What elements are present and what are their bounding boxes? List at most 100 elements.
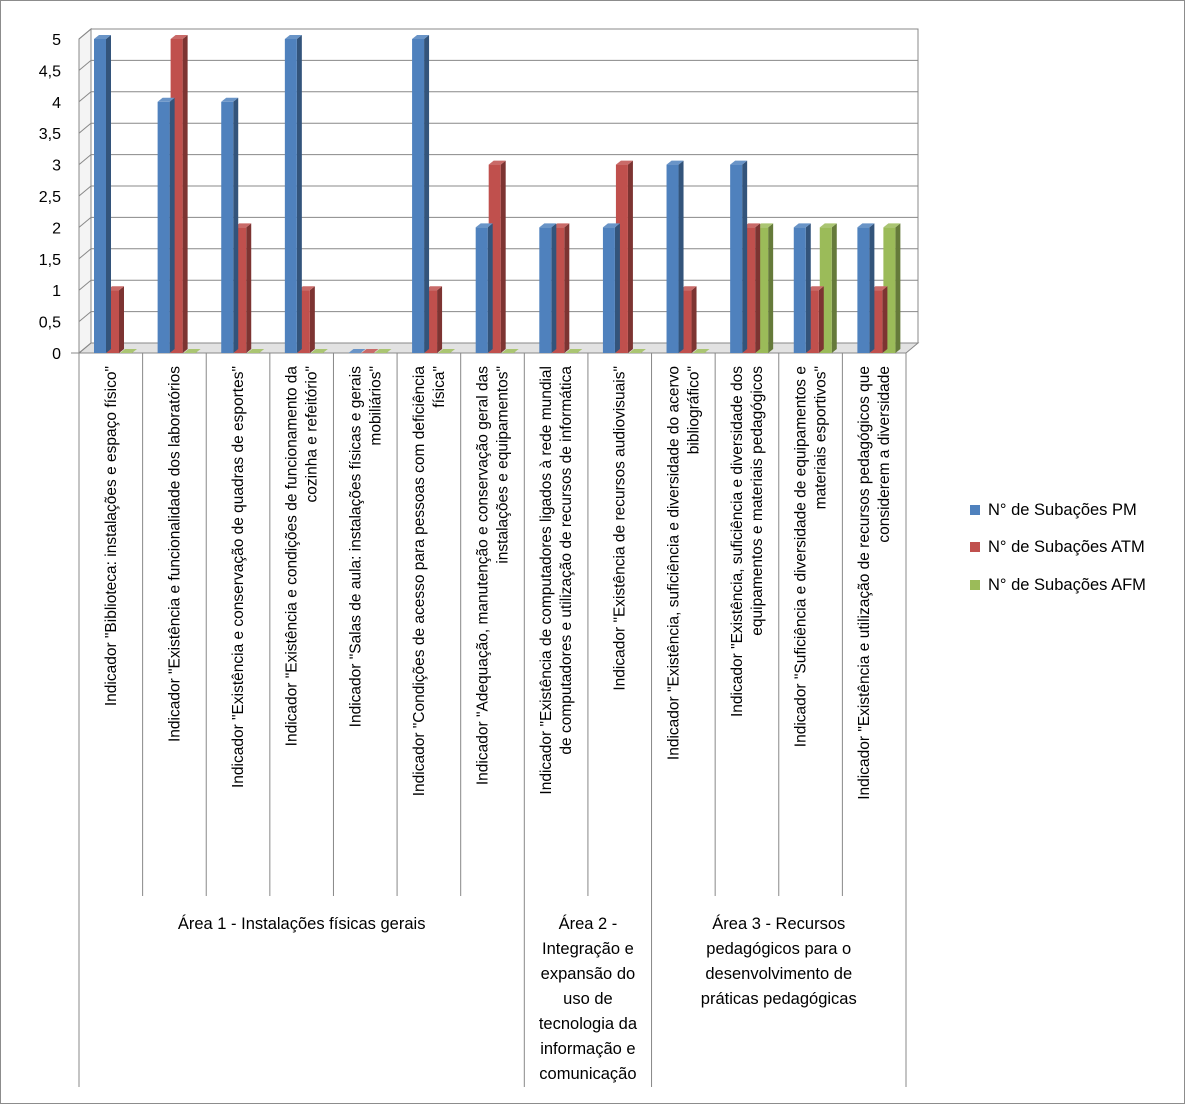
area-label-line: práticas pedagógicas xyxy=(701,990,857,1008)
y-tick-label: 0,5 xyxy=(39,315,61,332)
bar-side xyxy=(424,35,429,353)
bar-side xyxy=(755,223,760,353)
bar-side xyxy=(832,223,837,353)
bar-side xyxy=(106,35,111,353)
category-label: Indicador "Suficiência e diversidade de … xyxy=(793,366,830,747)
category-label-line: Indicador "Suficiência e diversidade de … xyxy=(793,366,810,747)
category-label-line: instalações e equipamentos" xyxy=(495,366,512,564)
y-tick-label: 1,5 xyxy=(39,252,61,269)
bar-side xyxy=(882,286,887,353)
area-label: Área 1 - Instalações físicas gerais xyxy=(178,914,426,933)
bar-side xyxy=(895,223,900,353)
legend: N° de Subações PM N° de Subações ATM N° de… xyxy=(970,501,1146,594)
category-label: Indicador "Existência, suficiência e div… xyxy=(665,366,702,760)
category-label-line: mobiliários" xyxy=(367,366,384,446)
bar-side xyxy=(819,286,824,353)
bar xyxy=(94,39,106,353)
bar xyxy=(794,227,806,353)
category-label-line: Indicador "Condições de acesso para pess… xyxy=(411,366,428,797)
bar-side xyxy=(564,223,569,353)
legend-label: N° de Subações AFM xyxy=(988,576,1146,594)
legend-item: N° de Subações ATM xyxy=(970,538,1145,556)
category-label: Indicador "Existência de computadores li… xyxy=(538,366,575,795)
category-label-line: Indicador "Existência e condições de fun… xyxy=(284,366,301,747)
y-tick-label: 0 xyxy=(52,346,61,363)
legend-item: N° de Subações PM xyxy=(970,501,1137,519)
category-label: Indicador "Existência de recursos audiov… xyxy=(612,366,629,691)
area-label-line: Área 1 - Instalações físicas gerais xyxy=(178,914,426,933)
bar-side xyxy=(768,223,773,353)
category-label: Indicador "Existência e condições de fun… xyxy=(284,366,321,747)
bar xyxy=(285,39,297,353)
category-label-line: equipamentos e materiais pedagógicos xyxy=(749,366,766,636)
legend-label: N° de Subações PM xyxy=(988,501,1137,519)
area-label-line: Integração e xyxy=(542,940,634,958)
bar-side xyxy=(488,223,493,353)
bar xyxy=(603,227,615,353)
area-label-line: tecnologia da xyxy=(539,1015,638,1033)
y-tick-labels: 0 0,5 1 1,5 2 2,5 3 3,5 4 4,5 5 xyxy=(39,32,61,363)
category-label-line: de computadores e utilização de recursos… xyxy=(558,366,575,755)
bar xyxy=(667,165,679,353)
bar-side xyxy=(170,98,175,353)
bar xyxy=(857,227,869,353)
category-label: Indicador "Salas de aula: instalações fí… xyxy=(347,366,384,728)
y-tick-label: 4,5 xyxy=(39,63,61,80)
area-label-line: Área 3 - Recursos xyxy=(712,914,845,933)
y-tick-label: 4 xyxy=(52,95,61,112)
category-label-line: Indicador "Existência, suficiência e div… xyxy=(665,366,682,760)
area-label-line: uso de xyxy=(563,990,613,1008)
category-label: Indicador "Adequação, manutenção e conse… xyxy=(475,366,512,785)
bar-side xyxy=(501,161,506,353)
area-groups: Área 1 - Instalações físicas gerais Área … xyxy=(178,914,857,1083)
category-label-line: Indicador "Adequação, manutenção e conse… xyxy=(475,366,492,785)
category-label: Indicador "Condições de acesso para pess… xyxy=(411,366,448,797)
category-label-line: bibliográfico" xyxy=(685,366,702,454)
bar xyxy=(221,102,233,353)
category-label-line: cozinha e refeitório" xyxy=(304,366,321,502)
category-label: Indicador "Existência e conservação de q… xyxy=(230,366,247,788)
category-label-line: considerem a diversidade xyxy=(876,366,893,543)
bar-side xyxy=(119,286,124,353)
category-labels: Indicador "Biblioteca: instalações e esp… xyxy=(103,366,893,800)
y-tick-label: 5 xyxy=(52,32,61,49)
y-tick-label: 1 xyxy=(52,283,61,300)
bar-side xyxy=(806,223,811,353)
area-label-line: expansão do xyxy=(541,965,636,983)
y-tick-label: 3 xyxy=(52,158,61,175)
bar xyxy=(539,227,551,353)
area-label: Área 3 - Recursos pedagógicos para o desen… xyxy=(701,914,857,1008)
category-label: Indicador "Existência, suficiência e div… xyxy=(729,366,766,717)
bar xyxy=(476,227,488,353)
y-tick-label: 2,5 xyxy=(39,189,61,206)
area-label-line: informação e xyxy=(540,1040,635,1058)
bar-side xyxy=(233,98,238,353)
category-label-line: Indicador "Existência e funcionalidade d… xyxy=(166,366,183,742)
bar-side xyxy=(692,286,697,353)
category-label: Indicador "Existência e funcionalidade d… xyxy=(166,366,183,742)
area-label-line: comunicação xyxy=(539,1065,636,1083)
y-tick-label: 3,5 xyxy=(39,126,61,143)
bar-side xyxy=(869,223,874,353)
area-label-line: desenvolvimento de xyxy=(705,965,852,983)
category-label-line: física" xyxy=(431,366,448,408)
bar-side xyxy=(183,35,188,353)
bar-side xyxy=(628,161,633,353)
category-label-line: Indicador "Existência de recursos audiov… xyxy=(612,366,629,691)
bar xyxy=(730,165,742,353)
y-tick-label: 2 xyxy=(52,220,61,237)
bar-side xyxy=(297,35,302,353)
category-label-line: Indicador "Existência e utilização de re… xyxy=(856,366,873,800)
legend-swatch xyxy=(970,542,980,552)
bar-side xyxy=(615,223,620,353)
category-label: Indicador "Existência e utilização de re… xyxy=(856,366,893,800)
legend-item: N° de Subações AFM xyxy=(970,576,1146,594)
category-label-line: Indicador "Existência e conservação de q… xyxy=(230,366,247,788)
bar-side xyxy=(551,223,556,353)
bar xyxy=(412,39,424,353)
category-label-line: materiais esportivos" xyxy=(813,366,830,509)
area-label-line: pedagógicos para o xyxy=(706,940,851,958)
